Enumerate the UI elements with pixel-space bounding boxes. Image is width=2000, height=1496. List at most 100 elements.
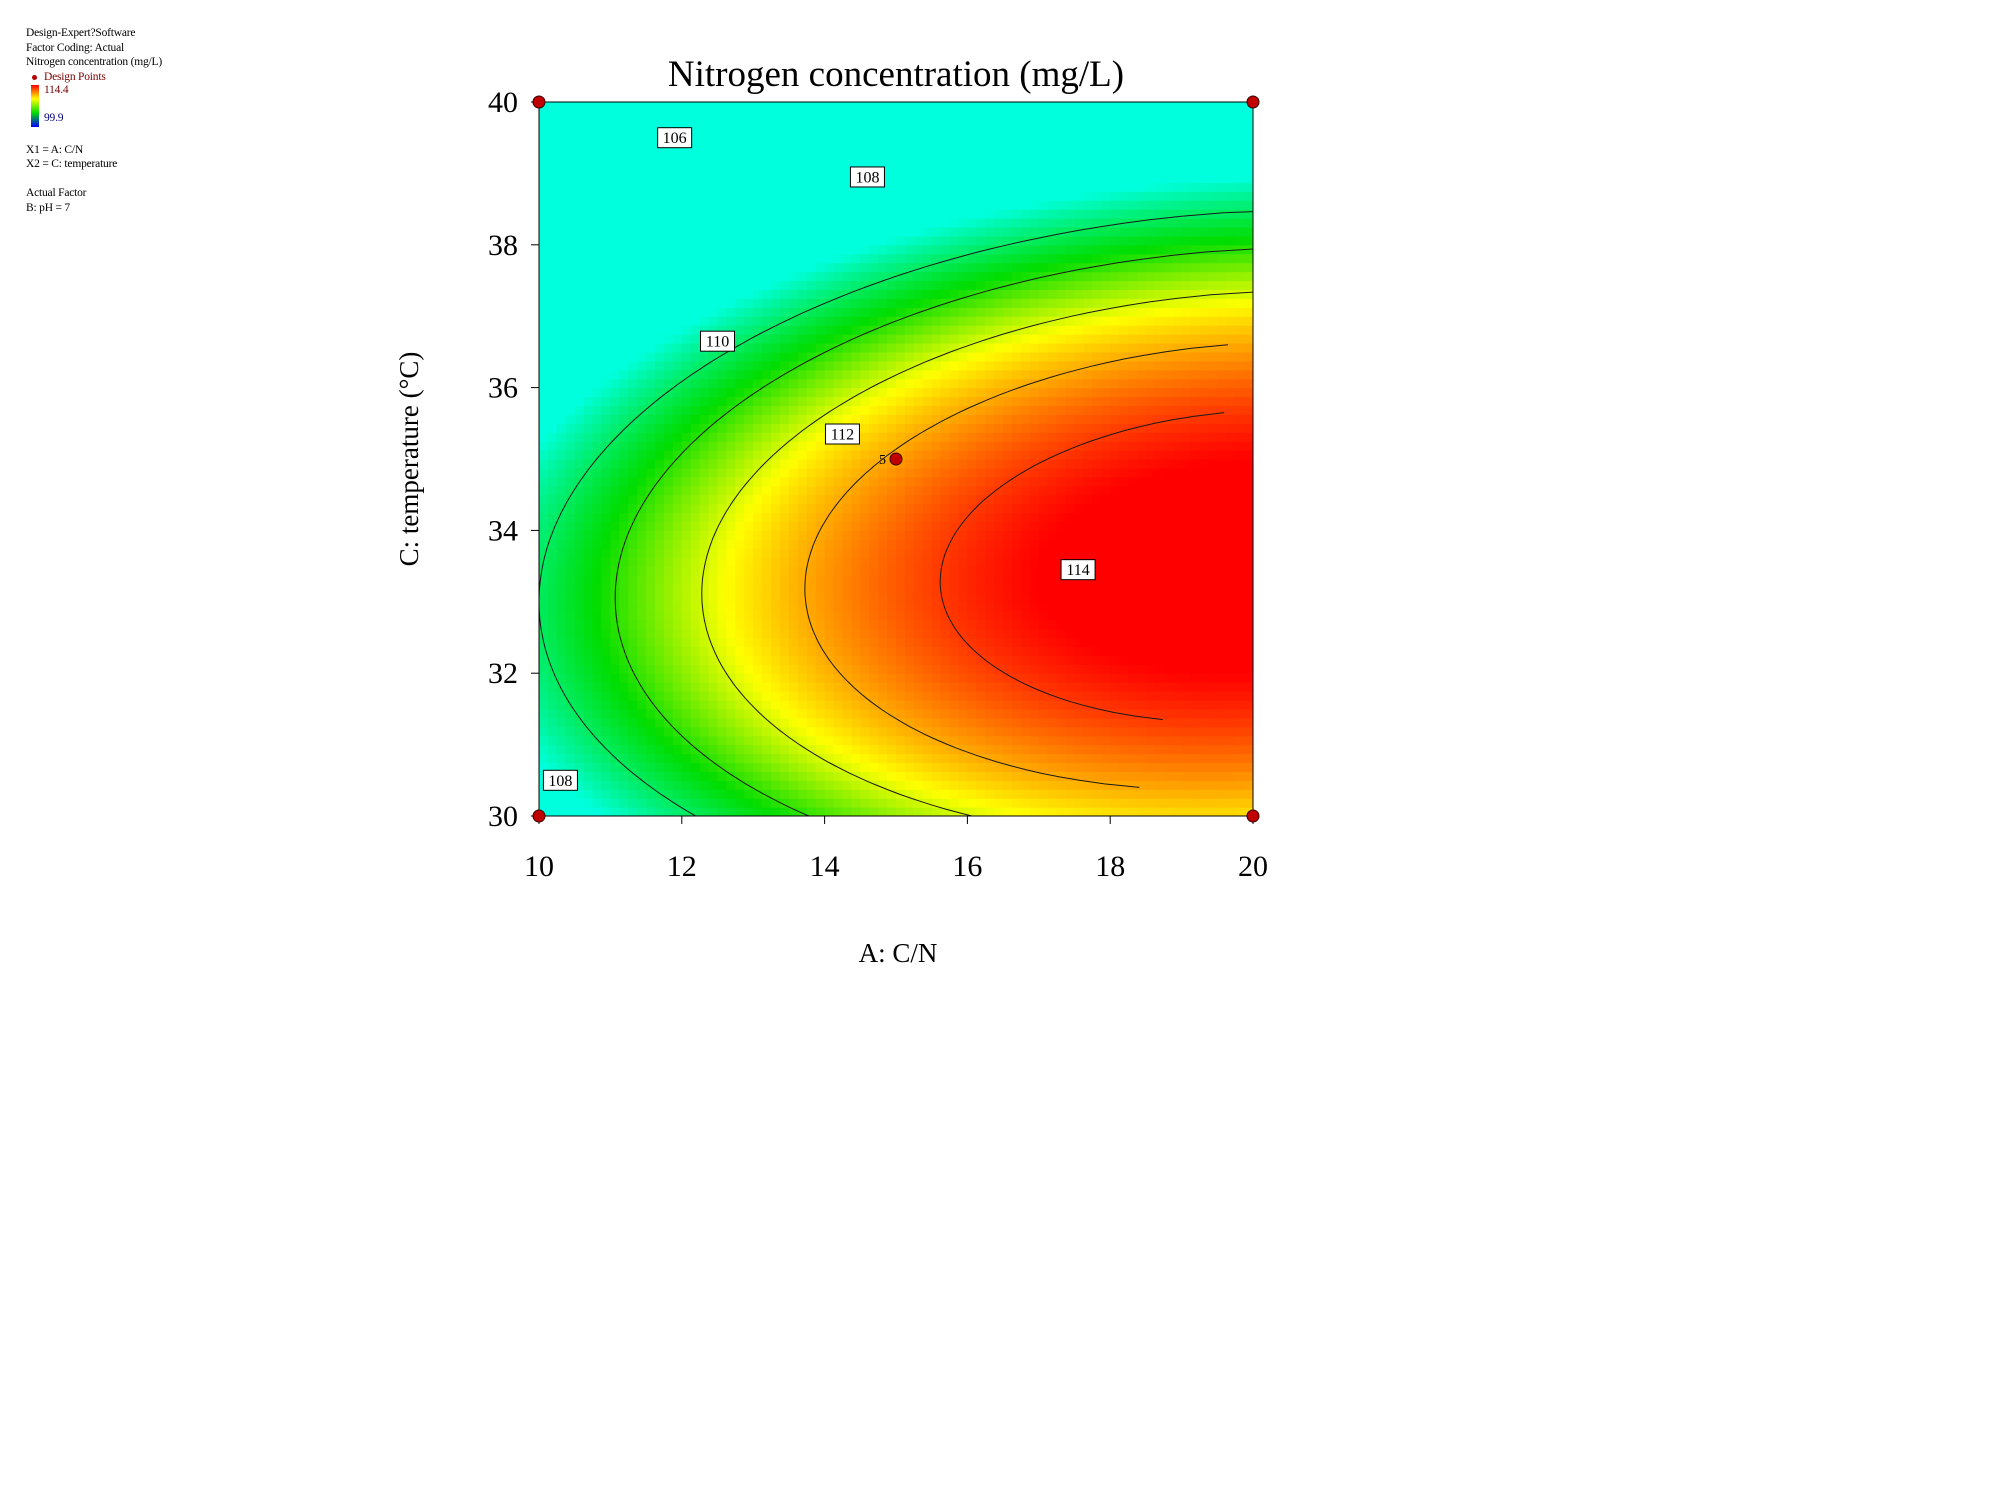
heat-cell — [583, 753, 594, 764]
heat-cell — [717, 628, 728, 639]
heat-cell — [949, 664, 960, 674]
heat-cell — [583, 673, 594, 683]
heat-cell — [949, 798, 960, 808]
heat-cell — [896, 762, 906, 772]
heat-cell — [699, 378, 710, 389]
heat-cell — [762, 575, 772, 585]
heat-cell — [967, 432, 977, 442]
heat-cell — [690, 262, 701, 273]
heat-cell — [931, 699, 942, 710]
heat-cell — [1047, 583, 1058, 594]
heat-cell — [1029, 619, 1040, 630]
heat-cell — [699, 441, 710, 451]
heat-cell — [628, 450, 638, 460]
heat-cell — [556, 316, 567, 326]
heat-cell — [690, 673, 701, 683]
heat-cell — [1020, 771, 1031, 781]
heat-cell — [744, 316, 754, 326]
heat-cell — [699, 807, 710, 816]
heat-cell — [1092, 735, 1102, 746]
heat-cell — [833, 521, 844, 531]
heat-cell — [628, 155, 638, 166]
heat-cell — [637, 414, 647, 424]
heat-cell — [887, 583, 897, 594]
heat-cell — [753, 137, 763, 148]
heat-cell — [762, 369, 772, 380]
heat-cell — [976, 441, 986, 451]
heat-cell — [663, 566, 674, 576]
heat-cell — [1056, 209, 1067, 219]
heat-cell — [574, 708, 585, 719]
heat-cell — [878, 450, 888, 460]
gradient-min-label: 99.9 — [44, 112, 64, 124]
heat-cell — [985, 717, 995, 728]
heat-cell — [771, 396, 781, 407]
heat-cell — [610, 414, 620, 424]
heat-cell — [922, 530, 933, 540]
heat-cell — [824, 762, 835, 772]
heat-cell — [708, 646, 719, 656]
heat-cell — [922, 396, 933, 407]
heat-cell — [815, 575, 826, 585]
heat-cell — [1065, 655, 1076, 665]
heat-cell — [887, 807, 897, 816]
heat-cell — [753, 655, 763, 665]
heat-cell — [610, 780, 620, 790]
heat-cell — [646, 646, 656, 656]
heat-cell — [994, 289, 1004, 299]
heat-cell — [601, 753, 612, 764]
heat-cell — [708, 110, 719, 121]
heat-cell — [1047, 664, 1058, 674]
heat-cell — [1038, 387, 1049, 398]
heat-cell — [601, 173, 612, 183]
heat-cell — [851, 717, 861, 728]
heat-cell — [726, 762, 736, 772]
heat-cell — [681, 494, 692, 505]
heat-cell — [806, 735, 817, 746]
heat-cell — [646, 441, 656, 451]
heat-cell — [539, 164, 549, 174]
heat-cell — [904, 423, 915, 433]
heat-cell — [744, 146, 754, 157]
heat-cell — [655, 342, 665, 353]
heat-cell — [547, 316, 558, 326]
heat-cell — [922, 735, 933, 746]
heat-cell — [985, 655, 995, 665]
heat-cell — [699, 485, 710, 496]
heat-cell — [547, 450, 558, 460]
heat-cell — [922, 807, 933, 816]
heat-cell — [1047, 414, 1058, 424]
heat-cell — [940, 378, 951, 389]
heat-cell — [690, 218, 701, 228]
heat-cell — [646, 619, 656, 630]
heat-cell — [1047, 423, 1058, 433]
heat-cell — [824, 557, 835, 567]
heat-cell — [574, 744, 585, 755]
heat-cell — [1003, 619, 1013, 630]
heat-cell — [913, 637, 924, 648]
heat-cell — [610, 369, 620, 380]
heat-cell — [1056, 325, 1067, 335]
heat-cell — [556, 423, 567, 433]
heat-cell — [922, 280, 933, 291]
heat-cell — [619, 298, 629, 308]
heat-cell — [958, 708, 969, 719]
heat-cell — [601, 102, 612, 112]
heat-cell — [967, 191, 977, 201]
heat-cell — [860, 432, 870, 442]
heat-cell — [628, 164, 638, 174]
heat-cell — [744, 619, 754, 630]
heat-cell — [1029, 583, 1040, 594]
heat-cell — [1012, 557, 1022, 567]
heat-cell — [547, 601, 558, 612]
heat-cell — [583, 735, 594, 746]
heat-cell — [717, 137, 728, 148]
heat-cell — [779, 762, 790, 772]
heat-cell — [672, 771, 683, 781]
heat-cell — [994, 414, 1004, 424]
heat-cell — [958, 691, 969, 701]
heat-cell — [985, 378, 995, 389]
heat-cell — [842, 414, 852, 424]
heat-cell — [940, 575, 951, 585]
heat-cell — [637, 441, 647, 451]
